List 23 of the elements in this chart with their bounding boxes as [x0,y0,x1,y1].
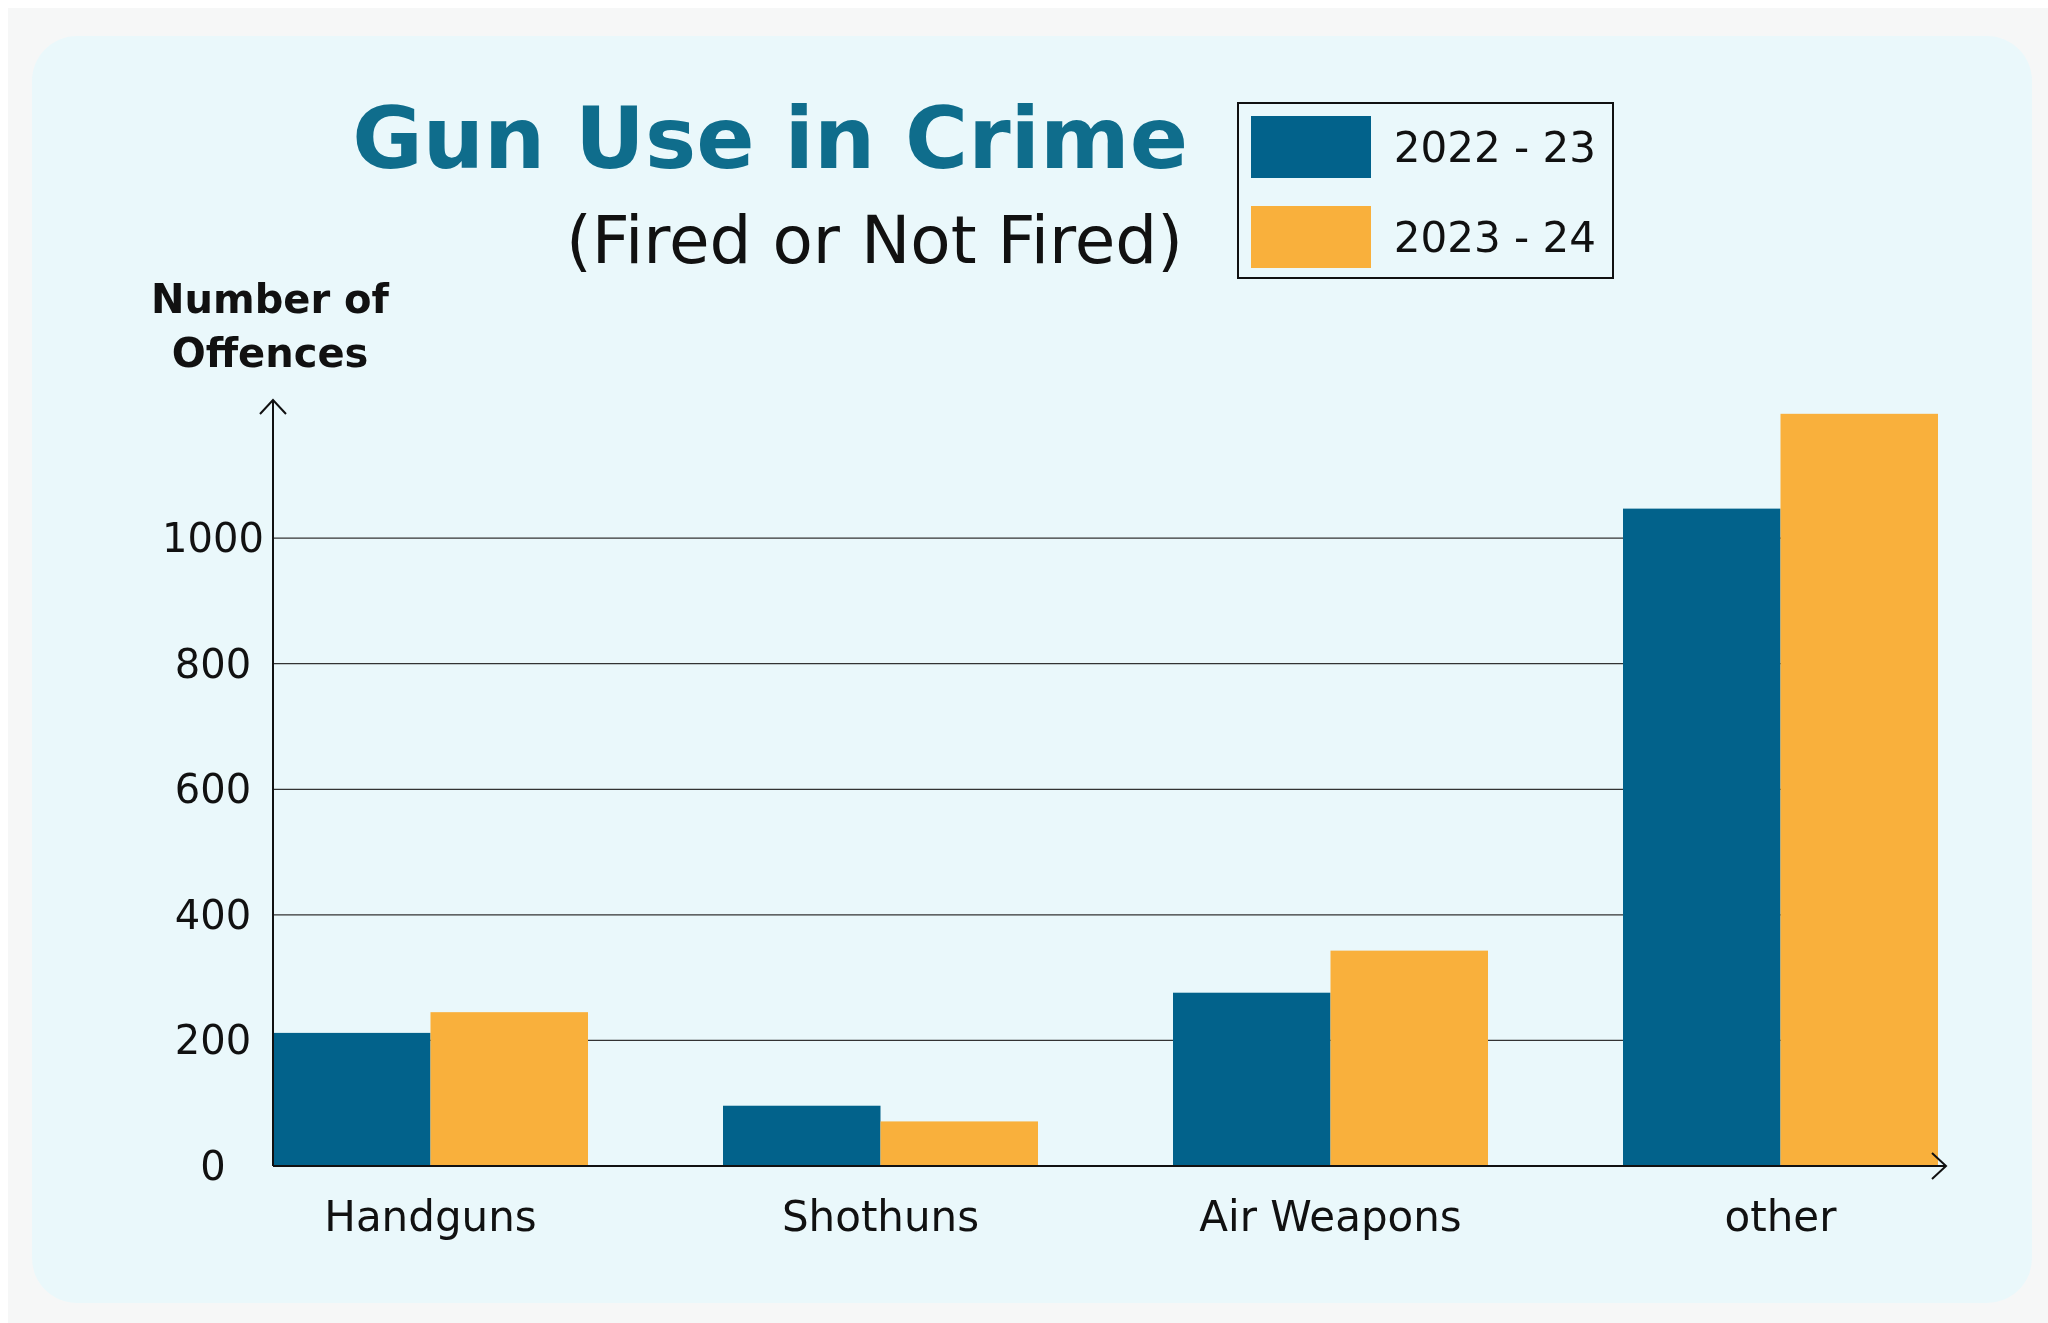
y-tick-label: 200 [174,1017,252,1064]
bar [880,1121,1038,1166]
bar [1330,950,1488,1166]
chart-title: Gun Use in Crime [352,88,1188,188]
y-tick-label: 600 [174,766,252,813]
bar [1173,992,1331,1166]
y-axis-title: Number of Offences [151,276,390,376]
y-tick-label: 1000 [162,515,264,562]
y-tick-label: 800 [174,640,252,687]
legend-label: 2022 - 23 [1393,122,1596,172]
y-tick-label: 0 [200,1143,226,1189]
chart-subtitle: (Fired or Not Fired) [566,202,1183,279]
x-tick-label: Handguns [324,1192,537,1241]
legend-label: 2023 - 24 [1393,212,1596,262]
bar [430,1012,588,1166]
x-tick-label: Air Weapons [1199,1192,1462,1241]
bar [1623,508,1781,1166]
bar [273,1032,431,1166]
y-tick-label: 400 [174,891,252,938]
bar [723,1105,881,1166]
x-tick-label: Shothuns [781,1192,980,1241]
bar [1780,413,1938,1166]
x-tick-label: other [1724,1192,1838,1241]
